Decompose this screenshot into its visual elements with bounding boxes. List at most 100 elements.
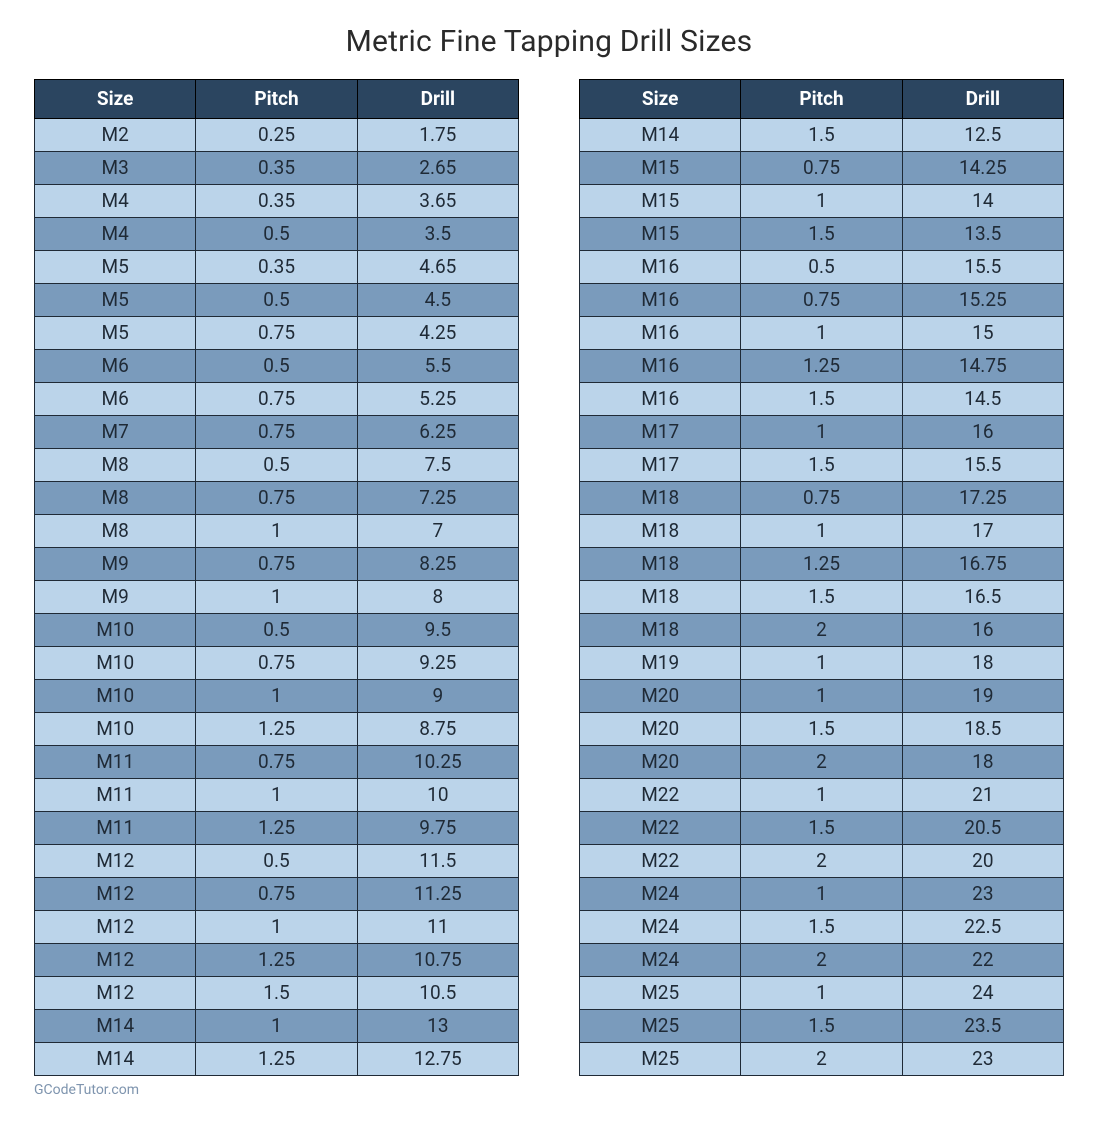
attribution: GCodeTutor.com (34, 1082, 1064, 1098)
header-row: Size Pitch Drill (580, 80, 1064, 119)
cell-drill: 2.65 (357, 152, 518, 185)
cell-pitch: 0.5 (741, 251, 902, 284)
table-row: M80.57.5 (35, 449, 519, 482)
table-row: M101.258.75 (35, 713, 519, 746)
col-drill: Drill (902, 80, 1063, 119)
cell-size: M22 (580, 812, 741, 845)
table-row: M24222 (580, 944, 1064, 977)
cell-size: M16 (580, 284, 741, 317)
cell-size: M11 (35, 746, 196, 779)
table-row: M12111 (35, 911, 519, 944)
cell-size: M18 (580, 548, 741, 581)
cell-pitch: 0.75 (196, 647, 357, 680)
cell-pitch: 0.75 (196, 317, 357, 350)
cell-drill: 11 (357, 911, 518, 944)
table-row: M817 (35, 515, 519, 548)
cell-size: M10 (35, 647, 196, 680)
cell-pitch: 0.5 (196, 449, 357, 482)
table-row: M30.352.65 (35, 152, 519, 185)
cell-drill: 15.5 (902, 449, 1063, 482)
cell-size: M16 (580, 251, 741, 284)
cell-drill: 21 (902, 779, 1063, 812)
table-row: M160.515.5 (580, 251, 1064, 284)
table-row: M20.251.75 (35, 119, 519, 152)
table-row: M24123 (580, 878, 1064, 911)
table-row: M16115 (580, 317, 1064, 350)
table-row: M111.259.75 (35, 812, 519, 845)
table-row: M141.2512.75 (35, 1043, 519, 1076)
table-row: M18117 (580, 515, 1064, 548)
cell-pitch: 2 (741, 614, 902, 647)
cell-pitch: 0.75 (196, 878, 357, 911)
cell-size: M15 (580, 185, 741, 218)
cell-size: M8 (35, 449, 196, 482)
cell-pitch: 0.5 (196, 350, 357, 383)
table-row: M90.758.25 (35, 548, 519, 581)
table-row: M22220 (580, 845, 1064, 878)
cell-size: M11 (35, 812, 196, 845)
cell-drill: 23.5 (902, 1010, 1063, 1043)
cell-drill: 16 (902, 416, 1063, 449)
cell-size: M18 (580, 482, 741, 515)
cell-drill: 4.25 (357, 317, 518, 350)
cell-pitch: 1.5 (741, 713, 902, 746)
cell-drill: 3.65 (357, 185, 518, 218)
cell-drill: 15.25 (902, 284, 1063, 317)
cell-drill: 23 (902, 1043, 1063, 1076)
cell-drill: 13 (357, 1010, 518, 1043)
cell-size: M20 (580, 680, 741, 713)
col-size: Size (580, 80, 741, 119)
cell-size: M12 (35, 878, 196, 911)
table-row: M120.511.5 (35, 845, 519, 878)
cell-drill: 8.75 (357, 713, 518, 746)
cell-pitch: 0.75 (196, 383, 357, 416)
cell-drill: 8 (357, 581, 518, 614)
cell-pitch: 1 (196, 1010, 357, 1043)
table-row: M1019 (35, 680, 519, 713)
cell-drill: 12.75 (357, 1043, 518, 1076)
cell-pitch: 0.75 (741, 152, 902, 185)
cell-drill: 9.5 (357, 614, 518, 647)
cell-pitch: 1.25 (741, 548, 902, 581)
table-row: M181.516.5 (580, 581, 1064, 614)
table-row: M161.2514.75 (580, 350, 1064, 383)
cell-size: M15 (580, 218, 741, 251)
cell-drill: 7 (357, 515, 518, 548)
cell-size: M5 (35, 251, 196, 284)
cell-drill: 18 (902, 647, 1063, 680)
table-row: M201.518.5 (580, 713, 1064, 746)
cell-pitch: 1.5 (741, 218, 902, 251)
table-row: M25124 (580, 977, 1064, 1010)
cell-pitch: 1.25 (196, 944, 357, 977)
cell-drill: 1.75 (357, 119, 518, 152)
cell-drill: 9 (357, 680, 518, 713)
cell-drill: 17.25 (902, 482, 1063, 515)
cell-size: M11 (35, 779, 196, 812)
table-row: M181.2516.75 (580, 548, 1064, 581)
cell-size: M12 (35, 944, 196, 977)
cell-size: M24 (580, 944, 741, 977)
cell-size: M25 (580, 977, 741, 1010)
table-row: M50.54.5 (35, 284, 519, 317)
table-row: M120.7511.25 (35, 878, 519, 911)
table-row: M50.354.65 (35, 251, 519, 284)
cell-drill: 18 (902, 746, 1063, 779)
cell-drill: 24 (902, 977, 1063, 1010)
page: Metric Fine Tapping Drill Sizes Size Pit… (0, 0, 1098, 1108)
cell-drill: 22.5 (902, 911, 1063, 944)
cell-drill: 14.25 (902, 152, 1063, 185)
cell-size: M8 (35, 482, 196, 515)
cell-pitch: 1.25 (196, 812, 357, 845)
cell-drill: 20.5 (902, 812, 1063, 845)
table-row: M40.353.65 (35, 185, 519, 218)
cell-pitch: 1.5 (741, 1010, 902, 1043)
cell-size: M20 (580, 746, 741, 779)
cell-pitch: 0.75 (741, 284, 902, 317)
cell-size: M6 (35, 383, 196, 416)
cell-pitch: 1.5 (741, 581, 902, 614)
cell-pitch: 0.75 (196, 482, 357, 515)
table-row: M121.2510.75 (35, 944, 519, 977)
left-table: Size Pitch Drill M20.251.75M30.352.65M40… (34, 79, 519, 1076)
cell-size: M10 (35, 614, 196, 647)
table-row: M20119 (580, 680, 1064, 713)
